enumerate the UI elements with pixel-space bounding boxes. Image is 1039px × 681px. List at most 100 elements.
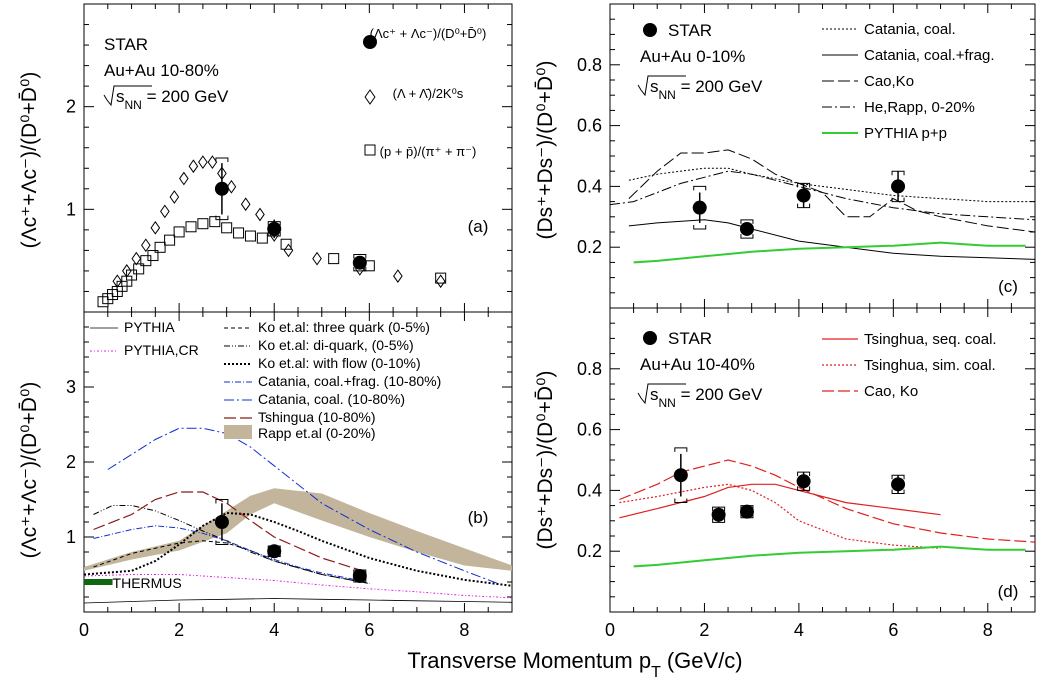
- series-line: [83, 598, 513, 604]
- sys-error-bracket: [797, 471, 811, 477]
- y-axis-title: (Ds⁺+Ds⁻)/(D⁰+D̄⁰): [534, 370, 557, 549]
- data-point: [711, 507, 726, 522]
- x-axis-title-main: Transverse Momentum p: [407, 648, 651, 673]
- series-line: [107, 427, 498, 584]
- series-line: [93, 505, 370, 584]
- sys-error-bracket: [797, 203, 811, 209]
- diamond-marker: [226, 179, 237, 194]
- sys-error-bracket: [740, 219, 754, 224]
- data-point: [352, 569, 367, 583]
- sys-error-bracket: [353, 254, 367, 259]
- data-point: [214, 515, 229, 529]
- square-marker: [256, 232, 268, 244]
- diamond-marker: [364, 89, 376, 105]
- legend-label: Ko et.al: di-quark, (0-5%): [258, 337, 414, 353]
- legend-marker: [643, 23, 657, 37]
- legend-label: Cao,Ko: [864, 73, 914, 90]
- square-marker: [154, 241, 166, 253]
- legend-label: PYTHIA,CR: [124, 342, 199, 358]
- legend-label: Ko et.al: three quark (0-5%): [258, 319, 430, 335]
- x-axis-title-sub: T: [651, 664, 661, 681]
- square-marker: [126, 269, 138, 281]
- x-tick-label: 2: [699, 620, 709, 640]
- sys-error-bracket: [891, 489, 905, 494]
- panel-label: (d): [998, 582, 1019, 601]
- series-line: [93, 525, 360, 581]
- y-tick-label: 0.8: [577, 55, 602, 75]
- x-tick-label: 0: [79, 620, 89, 640]
- data-point: [891, 179, 906, 194]
- diamond-marker: [435, 274, 446, 289]
- y-axis-title: (Λc⁺+Λc⁻)/(D⁰+D̄⁰): [18, 72, 41, 249]
- y-tick-label: 0.2: [577, 541, 602, 561]
- diamond-marker: [112, 274, 123, 289]
- diamond-marker: [179, 171, 189, 186]
- system-label: Au+Au 10-40%: [640, 355, 755, 374]
- sys-error-bracket: [267, 221, 281, 226]
- legend-label: Ko et.al: with flow (0-10%): [258, 355, 421, 371]
- plot-frame: [609, 307, 1036, 613]
- series-line: [628, 219, 1036, 260]
- y-axis-title: (Ds⁺+Ds⁻)/(D⁰+D̄⁰): [534, 60, 557, 239]
- sys-error-bracket: [712, 518, 726, 523]
- sys-error-bracket: [674, 498, 688, 504]
- square-marker: [328, 253, 340, 265]
- series-line: [83, 574, 513, 599]
- diamond-marker: [121, 264, 132, 278]
- energy-label: sNN = 200 GeV: [116, 87, 229, 112]
- x-tick-label: 6: [888, 620, 898, 640]
- x-tick-label: 0: [605, 620, 615, 640]
- sys-error-bracket: [267, 232, 281, 237]
- sys-error-bracket: [215, 215, 229, 221]
- data-point: [214, 181, 229, 196]
- legend-label: He,Rapp, 0-20%: [864, 99, 975, 116]
- square-marker: [209, 216, 221, 228]
- sys-error-bracket: [891, 170, 905, 176]
- diamond-marker: [312, 251, 322, 266]
- y-tick-label: 0.6: [577, 420, 602, 440]
- legend-label: (p + p̄)/(π⁺ + π⁻): [380, 144, 477, 159]
- legend-marker: [643, 331, 657, 345]
- panel-label: (c): [998, 277, 1018, 296]
- x-tick-label: 8: [459, 620, 469, 640]
- square-marker: [164, 234, 176, 246]
- x-axis-title-unit: (GeV/c): [667, 648, 743, 673]
- series-line: [609, 170, 1036, 221]
- panel-d: 0 2 4 6 8 0.2 0.4 0.6 0.8 (Ds⁺+Ds⁻)/(D⁰+D̄⁰) STAR A…: [534, 307, 1036, 640]
- legend-label: Rapp et.al (0-20%): [258, 425, 376, 441]
- square-marker: [133, 263, 145, 275]
- energy-label: sNN = 200 GeV: [650, 385, 763, 410]
- square-marker: [147, 250, 159, 262]
- square-marker: [233, 227, 245, 239]
- legend-label: (Λc⁺ + Λc⁻)/(D⁰+D̄⁰): [370, 26, 487, 41]
- y-tick-label: 0.2: [577, 237, 602, 257]
- y-tick-label: 1: [66, 527, 76, 547]
- data-point: [352, 255, 367, 270]
- sqrt-sign: [103, 85, 152, 107]
- panel-label: (b): [468, 508, 489, 527]
- sys-error-bracket: [693, 185, 707, 191]
- x-tick-label: 4: [794, 620, 804, 640]
- diamond-marker: [150, 220, 161, 235]
- square-marker: [173, 226, 185, 238]
- sys-error-bracket: [353, 266, 367, 272]
- legend-label: Catania, coal.+frag. (10-80%): [258, 373, 441, 389]
- sys-error-bracket: [215, 499, 229, 504]
- x-tick-label: 8: [983, 620, 993, 640]
- series-line: [633, 545, 1026, 568]
- square-marker: [221, 222, 233, 234]
- diamond-marker: [188, 159, 199, 174]
- y-tick-label: 0.6: [577, 116, 602, 136]
- square-marker: [197, 218, 209, 230]
- data-point: [267, 544, 282, 559]
- square-marker: [244, 230, 256, 242]
- sys-error-bracket: [797, 182, 811, 188]
- sys-error-bracket: [740, 234, 754, 239]
- thermus-label: THERMUS: [113, 575, 182, 591]
- x-axis-title: Transverse Momentum pT (GeV/c): [407, 648, 742, 681]
- square-marker: [185, 221, 197, 233]
- x-tick-label: 2: [174, 620, 184, 640]
- legend-marker: [363, 35, 377, 49]
- data-point: [267, 221, 282, 236]
